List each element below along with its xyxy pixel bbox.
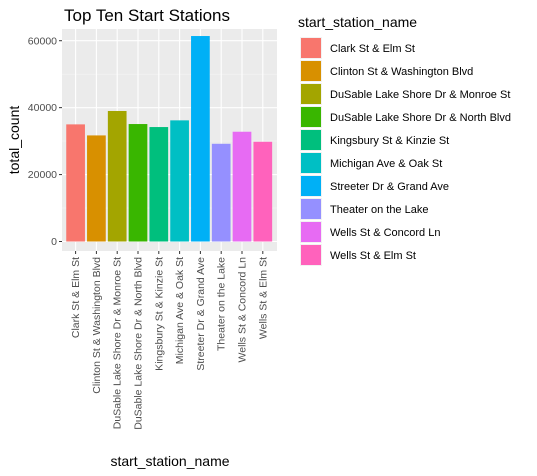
legend-label: Clinton St & Washington Blvd (330, 66, 473, 78)
legend-key (301, 222, 321, 242)
bar (66, 124, 85, 242)
legend-label: Michigan Ave & Oak St (330, 158, 442, 170)
bar (232, 131, 252, 242)
legend-label: Clark St & Elm St (330, 43, 415, 55)
legend-key (301, 199, 321, 219)
legend-label: Wells St & Concord Ln (330, 227, 440, 239)
x-tick-label: DuSable Lake Shore Dr & Monroe St (112, 257, 124, 429)
x-tick-label: Clark St & Elm St (70, 257, 82, 338)
bar (191, 36, 210, 242)
bar (170, 120, 189, 242)
x-tick-label: Kingsbury St & Kinzie St (153, 257, 165, 371)
bar (149, 127, 169, 242)
legend-key (301, 153, 321, 173)
legend-key (301, 245, 321, 265)
legend-key (301, 84, 321, 104)
y-tick-label: 40000 (28, 102, 57, 114)
legend: start_station_name Clark St & Elm St Clin… (298, 14, 511, 266)
bar (128, 124, 148, 242)
bar (107, 110, 127, 242)
legend-key (301, 38, 321, 58)
legend-label: DuSable Lake Shore Dr & North Blvd (330, 112, 511, 124)
y-tick-label: 0 (51, 236, 57, 248)
bar (211, 143, 231, 242)
x-tick-label: Theater on the Lake (216, 257, 228, 351)
legend-label: Streeter Dr & Grand Ave (330, 181, 449, 193)
bars (66, 36, 273, 242)
legend-label: Theater on the Lake (330, 204, 428, 216)
legend-key (301, 130, 321, 150)
x-tick-label: Streeter Dr & Grand Ave (195, 257, 207, 371)
y-tick-label: 20000 (28, 169, 57, 181)
x-axis: Clark St & Elm St Clinton St & Washington… (70, 251, 269, 430)
legend-label: DuSable Lake Shore Dr & Monroe St (330, 89, 510, 101)
x-tick-label: Wells St & Elm St (257, 257, 269, 339)
x-tick-label: Clinton St & Washington Blvd (91, 257, 103, 394)
bar (253, 141, 273, 242)
y-axis: 0 20000 40000 60000 (28, 35, 62, 248)
y-tick-label: 60000 (28, 35, 57, 47)
x-axis-title: start_station_name (110, 453, 229, 469)
legend-key (301, 107, 321, 127)
legend-items: Clark St & Elm St Clinton St & Washington… (300, 37, 511, 266)
x-tick-label: DuSable Lake Shore Dr & North Blvd (133, 257, 145, 430)
legend-title: start_station_name (298, 14, 417, 30)
chart-title: Top Ten Start Stations (64, 6, 230, 25)
legend-label: Kingsbury St & Kinzie St (330, 135, 449, 147)
legend-key (301, 176, 321, 196)
legend-key (301, 61, 321, 81)
x-tick-label: Wells St & Concord Ln (237, 257, 249, 363)
x-tick-label: Michigan Ave & Oak St (174, 257, 186, 364)
legend-label: Wells St & Elm St (330, 250, 416, 262)
bar (87, 135, 106, 242)
y-axis-title: total_count (6, 106, 22, 175)
